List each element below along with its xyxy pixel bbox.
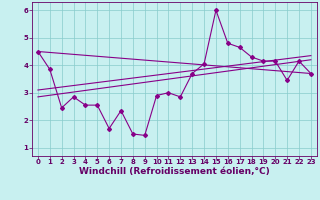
X-axis label: Windchill (Refroidissement éolien,°C): Windchill (Refroidissement éolien,°C) [79, 167, 270, 176]
